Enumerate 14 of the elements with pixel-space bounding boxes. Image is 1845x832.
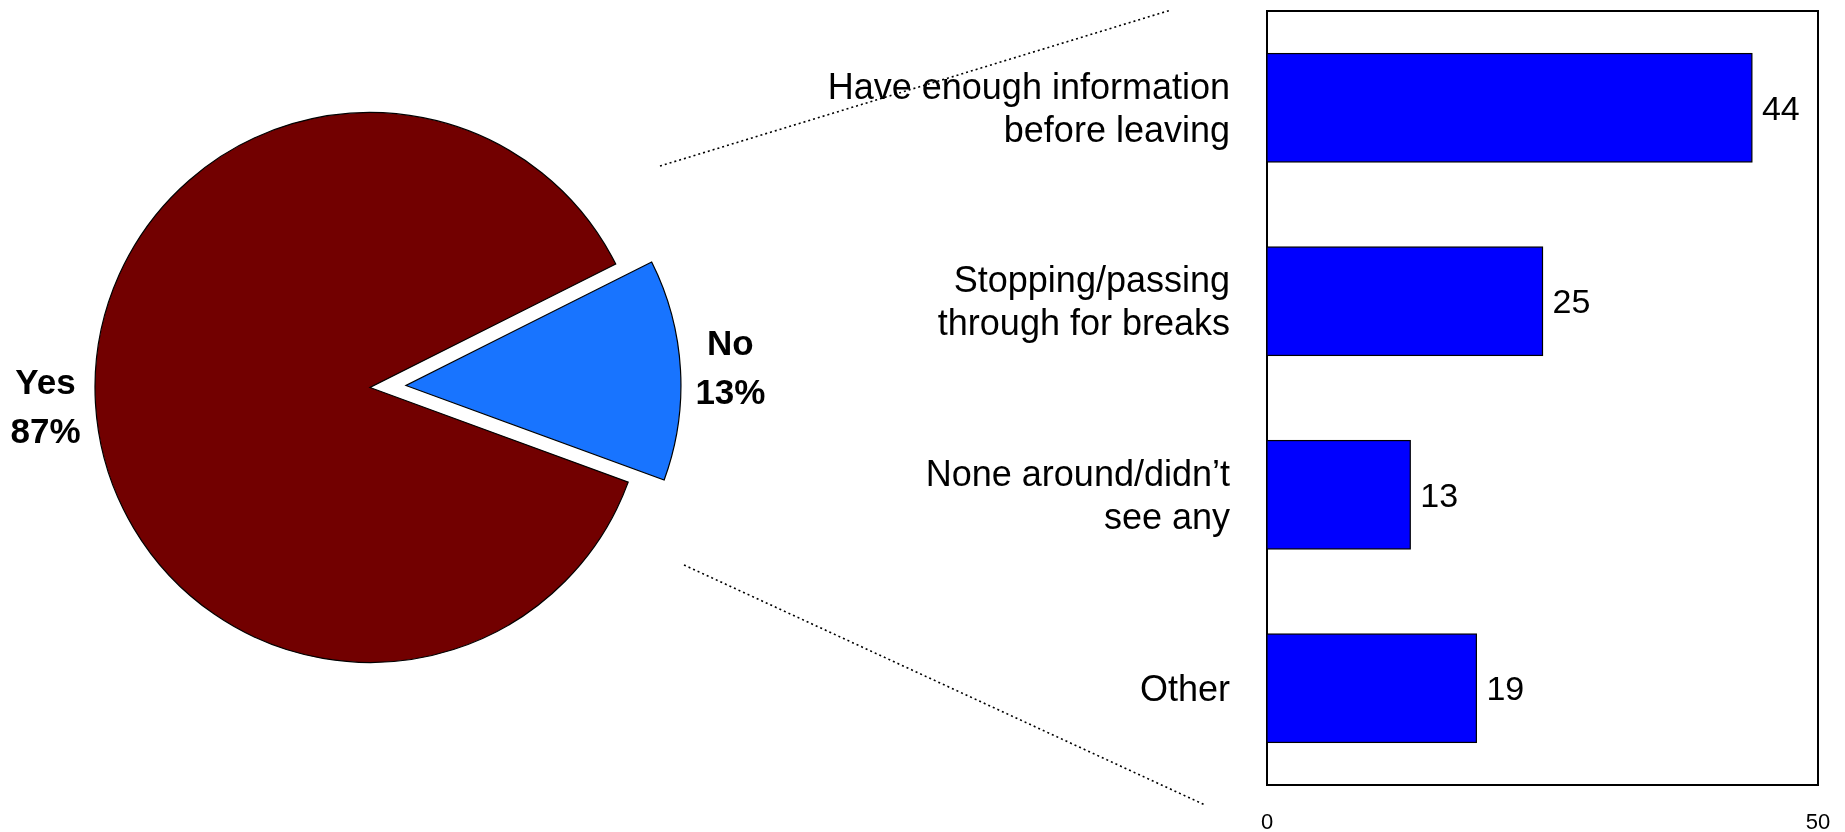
y-tick-label: Stopping/passing through for breaks (937, 259, 1230, 344)
y-tick-label: Have enough information before leaving (827, 65, 1230, 150)
data-label: 13 (1420, 475, 1459, 514)
data-label: 25 (1552, 282, 1591, 321)
slice-label: Yes (15, 362, 76, 402)
data-label: 44 (1761, 88, 1800, 127)
y-tick-label: Other (1139, 667, 1230, 709)
data-label: 13% (695, 371, 766, 411)
y-tick-label: None around/didn’t see any (925, 452, 1230, 537)
data-label: 19 (1486, 669, 1525, 708)
x-tick-label: 0 (1260, 808, 1274, 832)
x-tick-label: 50 (1805, 808, 1831, 832)
slice-label: No (707, 322, 754, 362)
data-label: 87% (10, 411, 81, 451)
